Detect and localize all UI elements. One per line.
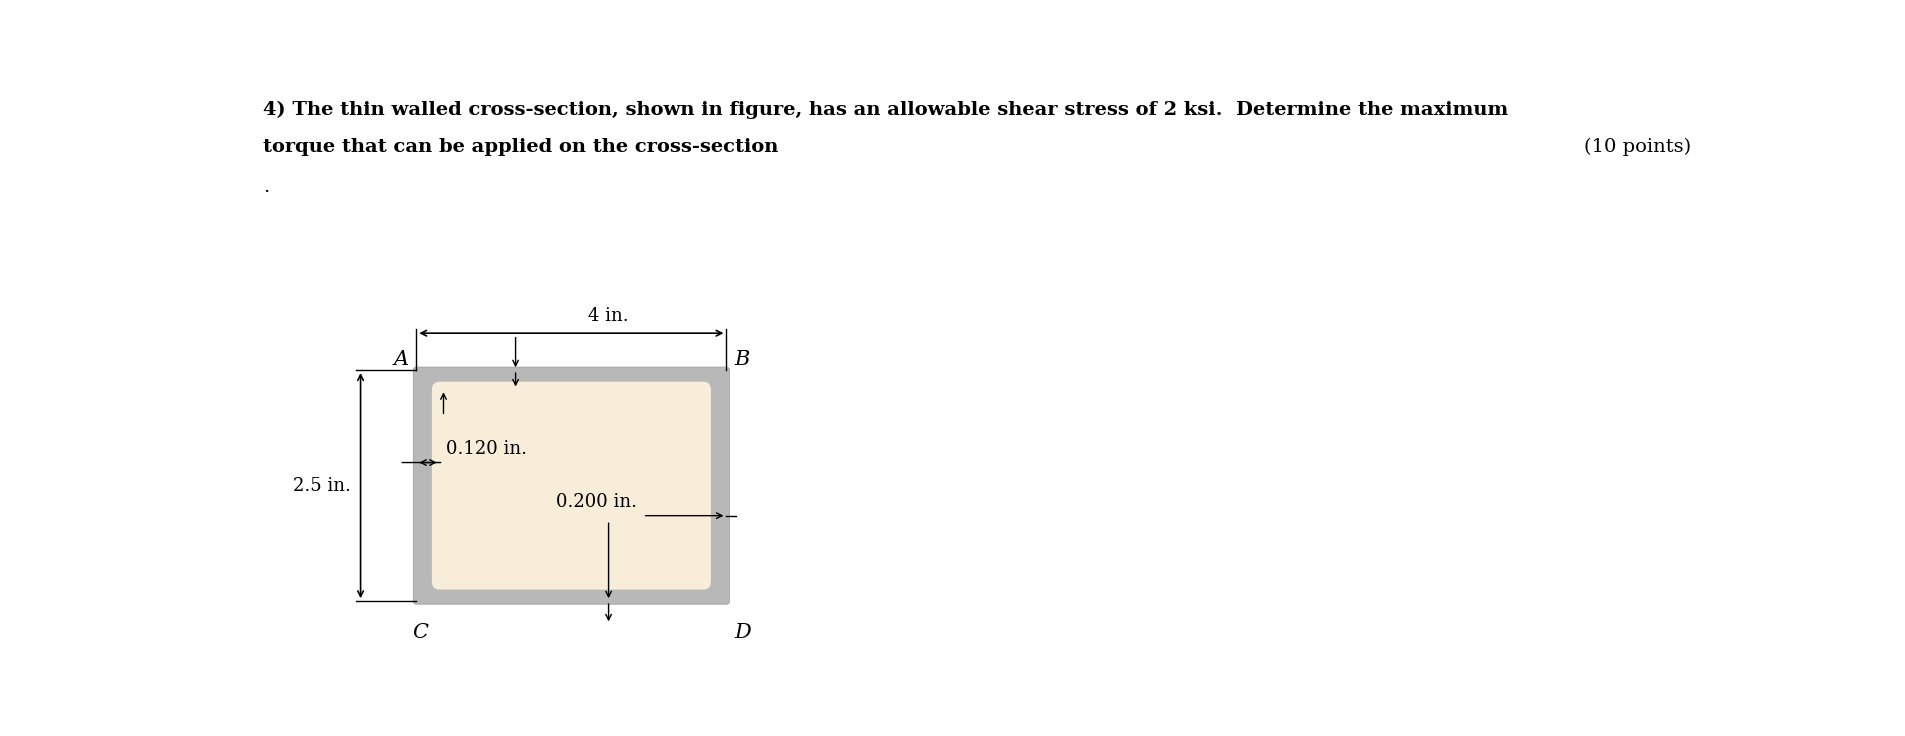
Text: B: B: [733, 350, 749, 369]
Text: torque that can be applied on the cross-section: torque that can be applied on the cross-…: [263, 138, 779, 155]
Text: 0.200 in.: 0.200 in.: [556, 493, 636, 511]
Text: 4) The thin walled cross-section, shown in figure, has an allowable shear stress: 4) The thin walled cross-section, shown …: [263, 101, 1509, 119]
Text: C: C: [411, 623, 429, 642]
Text: 0.120 in.: 0.120 in.: [446, 440, 528, 458]
FancyBboxPatch shape: [413, 367, 730, 604]
Text: .: .: [263, 177, 269, 196]
Text: 4 in.: 4 in.: [589, 308, 629, 325]
Text: D: D: [733, 623, 751, 642]
Text: A: A: [394, 350, 410, 369]
Text: 2.5 in.: 2.5 in.: [293, 477, 351, 495]
Text: (10 points): (10 points): [1585, 138, 1692, 156]
FancyBboxPatch shape: [432, 382, 711, 590]
